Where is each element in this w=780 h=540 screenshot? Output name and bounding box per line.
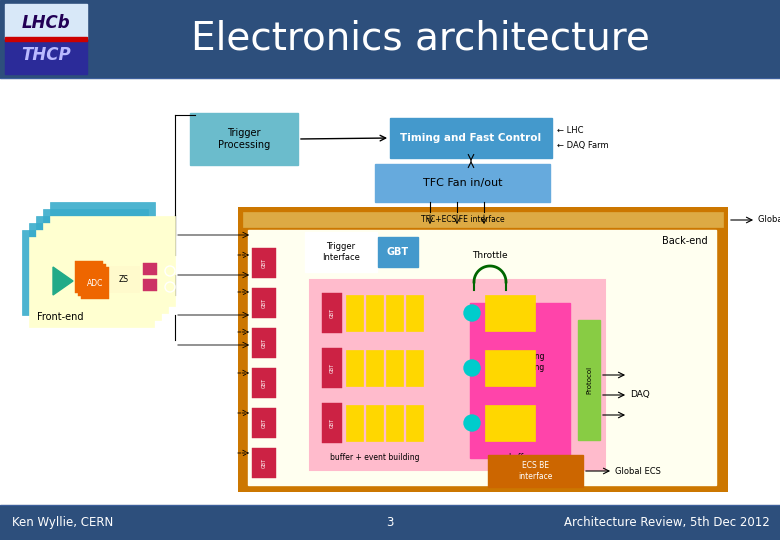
Bar xyxy=(252,288,276,318)
Bar xyxy=(386,350,403,386)
Text: GBT: GBT xyxy=(329,418,335,428)
Bar xyxy=(5,39,87,74)
Text: Global ECS: Global ECS xyxy=(758,215,780,225)
Circle shape xyxy=(464,360,480,376)
Bar xyxy=(43,209,148,294)
Text: Trigger
Processing: Trigger Processing xyxy=(218,128,270,150)
Bar xyxy=(0,505,780,540)
Circle shape xyxy=(464,305,480,321)
Bar xyxy=(252,408,276,438)
Bar xyxy=(322,293,342,333)
Bar xyxy=(78,264,106,296)
Text: TFC+ECS FE interface: TFC+ECS FE interface xyxy=(421,215,505,224)
Text: Front-end: Front-end xyxy=(37,312,83,322)
Bar xyxy=(252,368,276,398)
Bar xyxy=(578,320,600,440)
Bar xyxy=(36,216,141,301)
Bar xyxy=(29,237,154,327)
Text: ECS BE
interface: ECS BE interface xyxy=(519,461,553,481)
Bar xyxy=(243,212,723,227)
Bar xyxy=(366,295,383,331)
Bar xyxy=(485,405,535,441)
Text: Electronics architecture: Electronics architecture xyxy=(190,20,650,58)
Bar xyxy=(143,279,157,291)
Bar xyxy=(322,403,342,443)
Bar xyxy=(406,405,423,441)
Text: Ken Wyllie, CERN: Ken Wyllie, CERN xyxy=(12,516,113,529)
Bar xyxy=(22,230,127,315)
Text: GBT: GBT xyxy=(329,363,335,373)
Bar xyxy=(386,295,403,331)
Bar xyxy=(50,202,155,287)
Text: GBT: GBT xyxy=(387,247,409,257)
Bar xyxy=(252,448,276,478)
Bar xyxy=(346,350,363,386)
Text: Architecture Review, 5th Dec 2012: Architecture Review, 5th Dec 2012 xyxy=(564,516,770,529)
Bar xyxy=(366,350,383,386)
Bar xyxy=(29,223,134,308)
Bar xyxy=(378,237,418,267)
Text: Timing and Fast Control: Timing and Fast Control xyxy=(400,133,541,143)
Bar xyxy=(5,4,87,39)
Text: GBT: GBT xyxy=(329,308,335,318)
Bar xyxy=(485,350,535,386)
Bar xyxy=(366,405,383,441)
Bar xyxy=(375,164,550,202)
Text: GBT: GBT xyxy=(261,338,267,348)
Text: LHCb: LHCb xyxy=(22,14,70,32)
Circle shape xyxy=(464,415,480,431)
Bar xyxy=(485,295,535,331)
Bar xyxy=(75,261,103,293)
Text: transmit
buffer: transmit buffer xyxy=(505,421,535,434)
Text: Back-end: Back-end xyxy=(662,236,708,246)
Bar xyxy=(252,248,276,278)
Text: Protocol: Protocol xyxy=(586,366,592,394)
Bar xyxy=(386,405,403,441)
Text: ADC: ADC xyxy=(87,279,103,287)
Text: GBT: GBT xyxy=(261,458,267,468)
Bar xyxy=(238,207,728,492)
Text: ZS: ZS xyxy=(119,274,129,284)
Text: 3: 3 xyxy=(386,516,394,529)
Bar xyxy=(8,80,772,503)
Text: DAQ: DAQ xyxy=(630,390,650,400)
Bar xyxy=(252,328,276,358)
Text: GBT: GBT xyxy=(261,298,267,308)
Text: Trigger
Interface: Trigger Interface xyxy=(322,242,360,262)
Text: GBT: GBT xyxy=(261,418,267,428)
Bar xyxy=(248,230,716,485)
Text: ← LHC: ← LHC xyxy=(557,126,583,136)
Text: Global ECS: Global ECS xyxy=(615,467,661,476)
Bar xyxy=(488,455,583,487)
Text: Throttle: Throttle xyxy=(472,251,508,260)
Bar xyxy=(406,295,423,331)
Text: TFC Fan in/out: TFC Fan in/out xyxy=(423,178,502,188)
Polygon shape xyxy=(53,267,73,295)
Bar xyxy=(50,216,175,306)
Bar xyxy=(109,266,139,292)
Bar xyxy=(5,37,87,41)
Bar xyxy=(305,232,377,272)
Bar xyxy=(190,113,298,165)
Bar xyxy=(36,230,161,320)
Text: GBT: GBT xyxy=(261,378,267,388)
Bar xyxy=(346,405,363,441)
Bar xyxy=(310,280,605,470)
Text: buffer + event building: buffer + event building xyxy=(330,453,420,462)
Bar xyxy=(470,303,570,458)
Bar xyxy=(322,348,342,388)
Bar xyxy=(390,118,552,158)
Bar xyxy=(346,295,363,331)
Text: THCP: THCP xyxy=(21,46,71,64)
Bar xyxy=(406,350,423,386)
Bar xyxy=(0,0,780,78)
Text: MEP building
& formatting: MEP building & formatting xyxy=(495,352,544,372)
Text: buffer: buffer xyxy=(509,453,531,462)
Text: ← DAQ Farm: ← DAQ Farm xyxy=(557,141,608,150)
Bar xyxy=(143,263,157,275)
Text: GBT: GBT xyxy=(261,258,267,268)
Bar xyxy=(43,223,168,313)
Bar xyxy=(81,267,109,299)
